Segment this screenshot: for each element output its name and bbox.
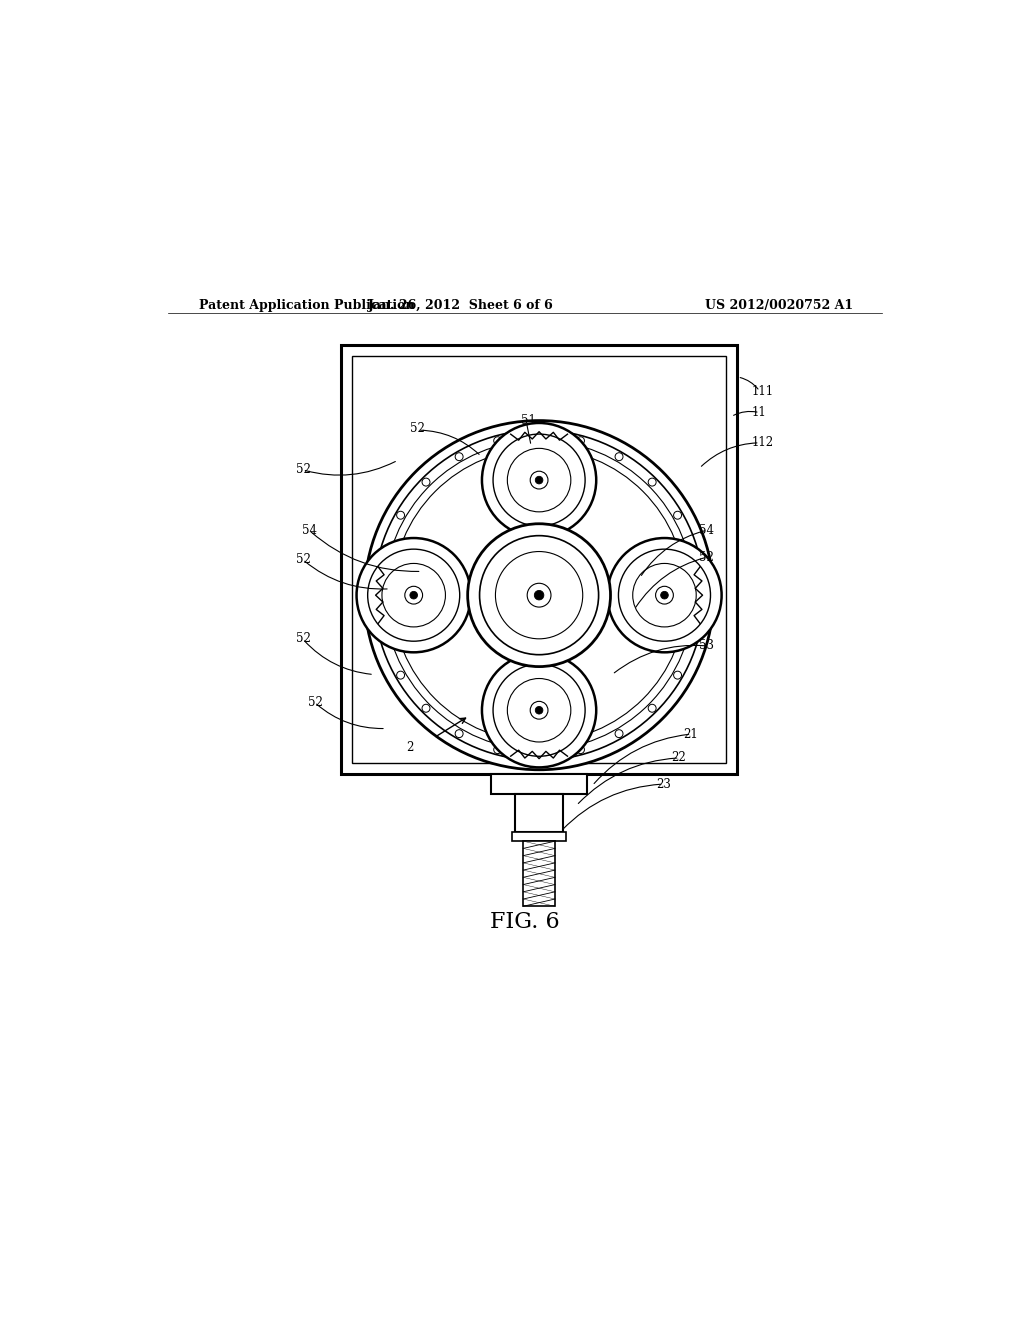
Circle shape	[674, 671, 682, 678]
Text: 23: 23	[655, 777, 671, 791]
Bar	[492, 774, 587, 793]
Circle shape	[648, 705, 656, 713]
Circle shape	[660, 591, 669, 599]
Circle shape	[381, 550, 388, 558]
Circle shape	[365, 421, 714, 770]
Circle shape	[536, 751, 543, 759]
Text: 2: 2	[407, 741, 414, 754]
Circle shape	[356, 539, 471, 652]
Circle shape	[375, 591, 383, 599]
Circle shape	[527, 583, 551, 607]
Text: FIG. 6: FIG. 6	[490, 911, 559, 933]
Circle shape	[494, 746, 502, 754]
Circle shape	[422, 478, 430, 486]
Text: 52: 52	[296, 463, 310, 477]
Circle shape	[695, 591, 702, 599]
Bar	[341, 346, 737, 774]
Text: 54: 54	[302, 524, 316, 537]
Circle shape	[422, 705, 430, 713]
Circle shape	[674, 511, 682, 519]
Bar	[515, 793, 563, 832]
Circle shape	[689, 632, 697, 640]
Circle shape	[655, 586, 674, 605]
Circle shape	[648, 478, 656, 486]
Text: 111: 111	[752, 384, 774, 397]
Bar	[512, 832, 566, 841]
Circle shape	[535, 590, 544, 599]
Circle shape	[577, 746, 585, 754]
Circle shape	[468, 524, 610, 667]
Circle shape	[482, 422, 596, 537]
Text: 52: 52	[307, 696, 323, 709]
Circle shape	[577, 437, 585, 445]
Circle shape	[494, 437, 502, 445]
Circle shape	[381, 632, 388, 640]
Text: 52: 52	[296, 553, 310, 566]
Circle shape	[536, 706, 543, 714]
Text: 52: 52	[296, 632, 310, 645]
Circle shape	[615, 453, 623, 461]
Bar	[523, 841, 555, 907]
Circle shape	[482, 653, 596, 767]
Text: 52: 52	[410, 422, 425, 436]
Text: 52: 52	[699, 550, 715, 564]
Text: 112: 112	[752, 437, 774, 449]
Circle shape	[396, 511, 404, 519]
Text: Patent Application Publication: Patent Application Publication	[200, 300, 415, 312]
Circle shape	[536, 432, 543, 440]
Text: 54: 54	[699, 524, 715, 537]
Circle shape	[530, 701, 548, 719]
Circle shape	[396, 671, 404, 678]
Text: 53: 53	[699, 639, 715, 652]
Text: 22: 22	[672, 751, 686, 764]
Circle shape	[404, 586, 423, 605]
Circle shape	[689, 550, 697, 558]
Circle shape	[410, 591, 418, 599]
Text: US 2012/0020752 A1: US 2012/0020752 A1	[705, 300, 853, 312]
Circle shape	[530, 471, 548, 488]
Text: Jan. 26, 2012  Sheet 6 of 6: Jan. 26, 2012 Sheet 6 of 6	[369, 300, 554, 312]
Text: 51: 51	[521, 414, 536, 428]
Text: 11: 11	[752, 407, 767, 420]
Circle shape	[536, 477, 543, 484]
Circle shape	[607, 539, 722, 652]
Text: 21: 21	[684, 727, 698, 741]
Circle shape	[455, 453, 463, 461]
Bar	[352, 356, 726, 763]
Circle shape	[615, 730, 623, 738]
Circle shape	[455, 730, 463, 738]
